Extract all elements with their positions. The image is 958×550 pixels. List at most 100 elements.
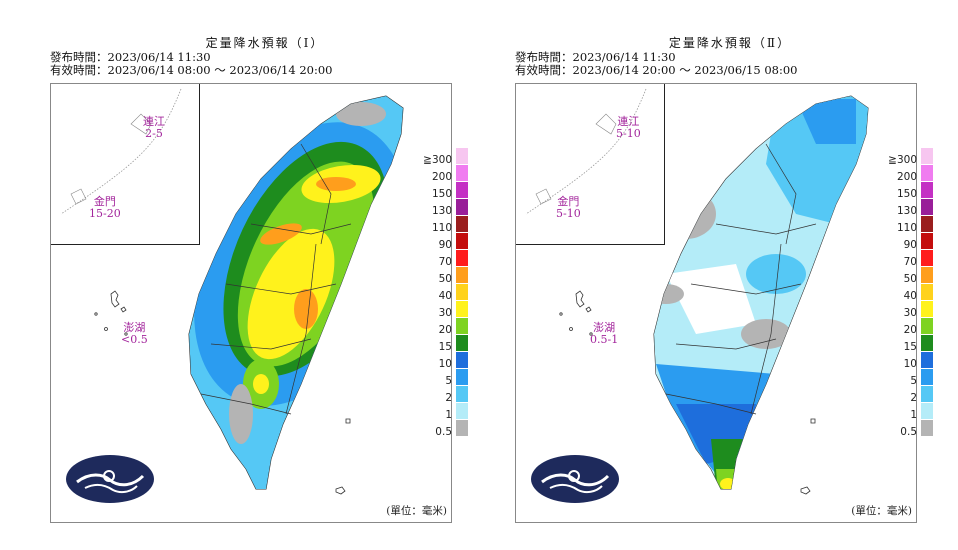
legend-swatch: [921, 148, 933, 164]
legend-swatch: [456, 403, 468, 419]
offshore-islands-inset: 連江 2-5 金門 15-20: [51, 84, 200, 245]
legend-label: 2: [445, 392, 452, 404]
panel-title: 定量降水預報（Ⅰ）: [205, 36, 325, 50]
legend-swatch: [456, 267, 468, 283]
legend-item: 10: [378, 352, 468, 370]
legend-item: 15: [378, 335, 468, 353]
legend-label: 30: [438, 307, 452, 319]
legend-label: 20: [438, 324, 452, 336]
rainfall-map: 連江 2-5 金門 15-20 澎湖 <0.5 (單位：毫米): [50, 83, 452, 523]
legend-label: 50: [438, 273, 452, 285]
legend-swatch: [456, 318, 468, 334]
legend-label: 150: [431, 188, 452, 200]
legend-label: ≧300: [423, 154, 452, 166]
legend-label: ≧300: [888, 154, 917, 166]
legend-item: ≧300: [378, 148, 468, 166]
legend-label: 40: [438, 290, 452, 302]
legend-label: 5: [910, 375, 917, 387]
legend-swatch: [456, 233, 468, 249]
legend-label: 0.5: [435, 426, 452, 438]
legend-item: ≧300: [843, 148, 933, 166]
legend-swatch: [456, 420, 468, 436]
legend-label: 50: [903, 273, 917, 285]
legend-label: 130: [431, 205, 452, 217]
taiwan-rainfall-map: [559, 95, 869, 495]
legend-item: 110: [843, 216, 933, 234]
legend-item: 30: [843, 301, 933, 319]
offshore-islands-inset: 連江 5-10 金門 5-10: [516, 84, 665, 245]
legend-item: 10: [843, 352, 933, 370]
legend-item: 130: [843, 199, 933, 217]
legend-swatch: [456, 301, 468, 317]
legend-swatch: [921, 403, 933, 419]
legend-item: 20: [378, 318, 468, 336]
legend-label: 5: [445, 375, 452, 387]
legend-swatch: [921, 233, 933, 249]
legend-label: 110: [896, 222, 917, 234]
issue-time: 發布時間：2023/06/14 11:30: [50, 50, 211, 64]
legend-item: 5: [843, 369, 933, 387]
legend-label: 70: [438, 256, 452, 268]
legend-item: 1: [843, 403, 933, 421]
legend-swatch: [456, 165, 468, 181]
cwb-logo-icon: [531, 455, 619, 503]
legend-item: 2: [378, 386, 468, 404]
kinmen-label: 金門 15-20: [89, 195, 121, 220]
rainfall-legend: ≧300 200 150 130 110 90 70 50 40 30 20 15 10 5 2 1 0.5: [378, 148, 468, 503]
legend-item: 5: [378, 369, 468, 387]
matsu-label: 連江 2-5: [143, 115, 165, 140]
legend-item: 150: [843, 182, 933, 200]
legend-swatch: [456, 335, 468, 351]
legend-item: 1: [378, 403, 468, 421]
legend-label: 90: [903, 239, 917, 251]
legend-swatch: [921, 420, 933, 436]
legend-item: 15: [843, 335, 933, 353]
panel-title: 定量降水預報（Ⅱ）: [668, 36, 792, 50]
legend-label: 200: [896, 171, 917, 183]
legend-label: 10: [903, 358, 917, 370]
legend-label: 130: [896, 205, 917, 217]
penghu-label: 澎湖 0.5-1: [590, 321, 619, 346]
legend-label: 10: [438, 358, 452, 370]
penghu-islands: [94, 290, 128, 336]
legend-swatch: [921, 250, 933, 266]
legend-label: 110: [431, 222, 452, 234]
legend-swatch: [456, 182, 468, 198]
legend-item: 130: [378, 199, 468, 217]
valid-time: 有效時間：2023/06/14 08:00 ～ 2023/06/14 20:00: [50, 63, 333, 77]
legend-label: 40: [903, 290, 917, 302]
legend-item: 90: [843, 233, 933, 251]
legend-label: 150: [896, 188, 917, 200]
legend-label: 15: [903, 341, 917, 353]
legend-swatch: [456, 284, 468, 300]
legend-label: 2: [910, 392, 917, 404]
legend-swatch: [921, 352, 933, 368]
issue-time: 發布時間：2023/06/14 11:30: [515, 50, 676, 64]
legend-label: 15: [438, 341, 452, 353]
legend-swatch: [921, 386, 933, 402]
cwb-logo-icon: [66, 455, 154, 503]
legend-item: 50: [378, 267, 468, 285]
legend-item: 70: [378, 250, 468, 268]
unit-label: (單位：毫米): [851, 505, 912, 517]
legend-swatch: [456, 148, 468, 164]
legend-swatch: [921, 165, 933, 181]
qpf-panel-2: 定量降水預報（Ⅱ） 發布時間：2023/06/14 11:30 有效時間：202…: [515, 30, 945, 530]
legend-swatch: [456, 352, 468, 368]
penghu-islands: [559, 290, 593, 336]
legend-swatch: [921, 301, 933, 317]
legend-item: 200: [378, 165, 468, 183]
legend-label: 20: [903, 324, 917, 336]
legend-swatch: [921, 318, 933, 334]
legend-label: 70: [903, 256, 917, 268]
legend-swatch: [456, 250, 468, 266]
kinmen-label: 金門 5-10: [556, 195, 581, 220]
rainfall-map: 連江 5-10 金門 5-10 澎湖 0.5-1 (單位：毫米): [515, 83, 917, 523]
legend-swatch: [921, 182, 933, 198]
legend-item: 50: [843, 267, 933, 285]
matsu-label: 連江 5-10: [616, 115, 641, 140]
legend-label: 30: [903, 307, 917, 319]
legend-label: 90: [438, 239, 452, 251]
legend-item: 30: [378, 301, 468, 319]
legend-item: 70: [843, 250, 933, 268]
